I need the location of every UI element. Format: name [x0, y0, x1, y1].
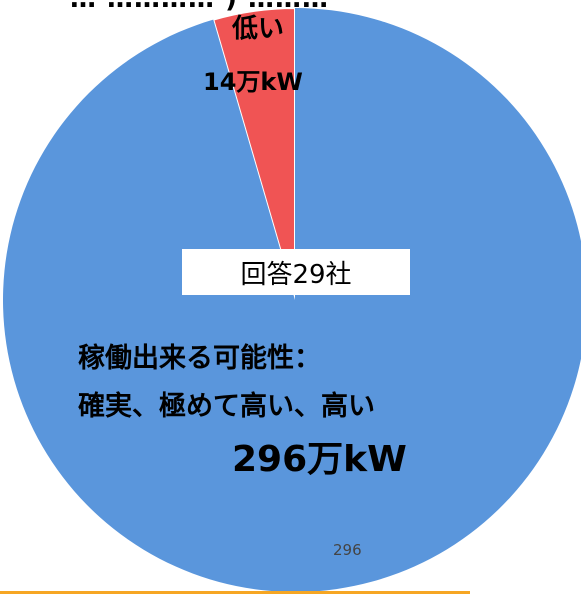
slice-low-value: 14万kW — [203, 68, 303, 96]
slice-high-name-line1: 稼働出来る可能性： — [78, 343, 321, 374]
cropped-top-label: … ………… ) ……… — [70, 0, 329, 14]
pie-slice-low — [212, 6, 296, 301]
slice-high-name-line2: 確実、極めて高い、高い — [78, 391, 375, 422]
slice-low-name: 低い — [232, 14, 285, 44]
slice-high-data-label: 296 — [333, 541, 362, 559]
bottom-accent-rule — [0, 591, 470, 594]
pie-slice-high — [3, 8, 581, 592]
slice-high-value: 296万kW — [232, 439, 407, 480]
respondents-label: 回答29社 — [182, 249, 410, 295]
